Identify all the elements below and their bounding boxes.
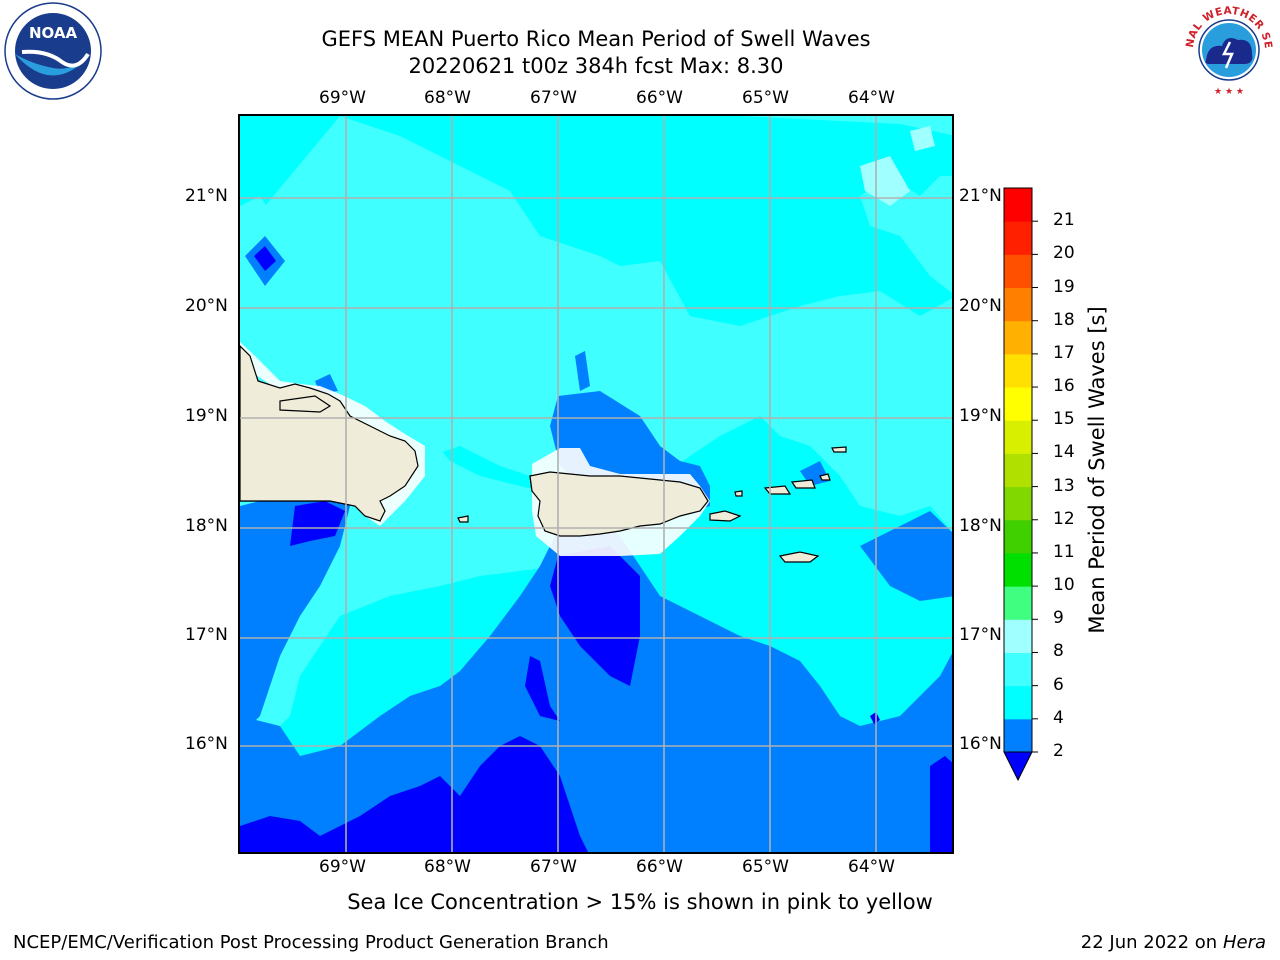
- colorbar-segment: [1004, 188, 1032, 222]
- colorbar-tick-label: 2: [1053, 741, 1064, 761]
- colorbar-segment: [1004, 519, 1032, 554]
- anguilla-island: [831, 446, 847, 453]
- noaa-logo-icon: NOAA: [4, 2, 102, 100]
- svg-text:★ ★ ★: ★ ★ ★: [1214, 87, 1244, 97]
- lat-label-right: 16°N: [959, 734, 1002, 754]
- lat-label-left: 16°N: [185, 734, 228, 754]
- tortola-island: [790, 479, 816, 489]
- colorbar-segment: [1004, 387, 1032, 421]
- colorbar-tick-label: 6: [1053, 674, 1064, 695]
- colorbar-segment: [1004, 353, 1032, 388]
- lon-label-bottom: 65°W: [742, 857, 789, 877]
- lat-label-right: 20°N: [959, 296, 1002, 316]
- swell-period-map: [240, 116, 952, 852]
- lat-label-left: 21°N: [185, 186, 228, 206]
- colorbar-segment: [1004, 619, 1032, 653]
- lon-label-top: 67°W: [530, 88, 577, 108]
- sea-ice-note: Sea Ice Concentration > 15% is shown in …: [347, 890, 933, 914]
- colorbar-tick-label: 14: [1053, 442, 1075, 463]
- colorbar-frame: [1003, 187, 1033, 753]
- lon-label-bottom: 67°W: [530, 857, 577, 877]
- colorbar-segment: [1004, 287, 1032, 322]
- band-8-9-regions: [860, 126, 935, 206]
- map-panel: [238, 114, 954, 854]
- colorbar-tick-label: 4: [1053, 707, 1064, 728]
- lat-label-left: 18°N: [185, 516, 228, 536]
- colorbar-tick-label: 15: [1053, 409, 1075, 430]
- colorbar-tick-label: 20: [1053, 243, 1075, 264]
- lon-label-top: 65°W: [742, 88, 789, 108]
- lon-label-bottom: 68°W: [424, 857, 471, 877]
- colorbar-tick-label: 17: [1053, 342, 1075, 363]
- footer-date: 22 Jun 2022 on Hera: [1081, 932, 1266, 953]
- lat-label-right: 19°N: [959, 406, 1002, 426]
- colorbar-segment: [1004, 453, 1032, 488]
- lon-label-bottom: 66°W: [636, 857, 683, 877]
- map-subtitle: 20220621 t00z 384h fcst Max: 8.30: [408, 54, 784, 78]
- colorbar-tick-label: 13: [1053, 475, 1075, 496]
- st-croix-island: [778, 551, 820, 563]
- band-below-2-regions: [240, 246, 952, 852]
- lon-label-top: 66°W: [636, 88, 683, 108]
- lon-label-top: 64°W: [848, 88, 895, 108]
- colorbar-tick-label: 9: [1053, 608, 1064, 629]
- footer-credit: NCEP/EMC/Verification Post Processing Pr…: [13, 932, 609, 953]
- colorbar-tick-label: 21: [1053, 210, 1075, 231]
- nws-logo-icon: NATIONAL WEATHER SERVICE ★ ★ ★: [1180, 2, 1275, 97]
- st-thomas-island: [763, 485, 792, 495]
- colorbar-segment: [1004, 320, 1032, 355]
- mona-island: [457, 515, 469, 523]
- lon-label-bottom: 64°W: [848, 857, 895, 877]
- colorbar-segment: [1004, 552, 1032, 587]
- colorbar-extend-arrow: [1003, 751, 1033, 782]
- lat-label-left: 19°N: [185, 406, 228, 426]
- footer-machine: Hera: [1222, 932, 1266, 953]
- lon-label-bottom: 69°W: [319, 857, 366, 877]
- colorbar-tick-label: 16: [1053, 376, 1075, 397]
- lat-label-left: 20°N: [185, 296, 228, 316]
- map-title: GEFS MEAN Puerto Rico Mean Period of Swe…: [321, 27, 871, 51]
- noaa-logo-text: NOAA: [29, 24, 78, 42]
- colorbar: [1003, 187, 1038, 782]
- colorbar-segment: [1004, 586, 1032, 620]
- map-gridlines: [240, 116, 952, 852]
- colorbar-tick-label: 8: [1053, 641, 1064, 662]
- colorbar-segment: [1004, 221, 1032, 255]
- lat-label-right: 18°N: [959, 516, 1002, 536]
- lat-label-right: 21°N: [959, 186, 1002, 206]
- colorbar-segment: [1004, 685, 1032, 720]
- colorbar-tick-label: 11: [1053, 541, 1075, 562]
- colorbar-segment: [1004, 718, 1032, 753]
- colorbar-tick-label: 12: [1053, 508, 1075, 529]
- lon-label-top: 68°W: [424, 88, 471, 108]
- colorbar-segment: [1004, 420, 1032, 454]
- colorbar-title: Mean Period of Swell Waves [s]: [1085, 306, 1109, 634]
- colorbar-tick-label: 10: [1053, 575, 1075, 596]
- lat-label-left: 17°N: [185, 625, 228, 645]
- colorbar-tick-label: 19: [1053, 276, 1075, 297]
- colorbar-tick-label: 18: [1053, 309, 1075, 330]
- lat-label-right: 17°N: [959, 625, 1002, 645]
- vieques-island: [709, 510, 742, 522]
- colorbar-segment: [1004, 652, 1032, 687]
- footer-date-text: 22 Jun 2022 on: [1080, 932, 1218, 953]
- lon-label-top: 69°W: [319, 88, 366, 108]
- colorbar-segment: [1004, 254, 1032, 289]
- colorbar-segment: [1004, 486, 1032, 521]
